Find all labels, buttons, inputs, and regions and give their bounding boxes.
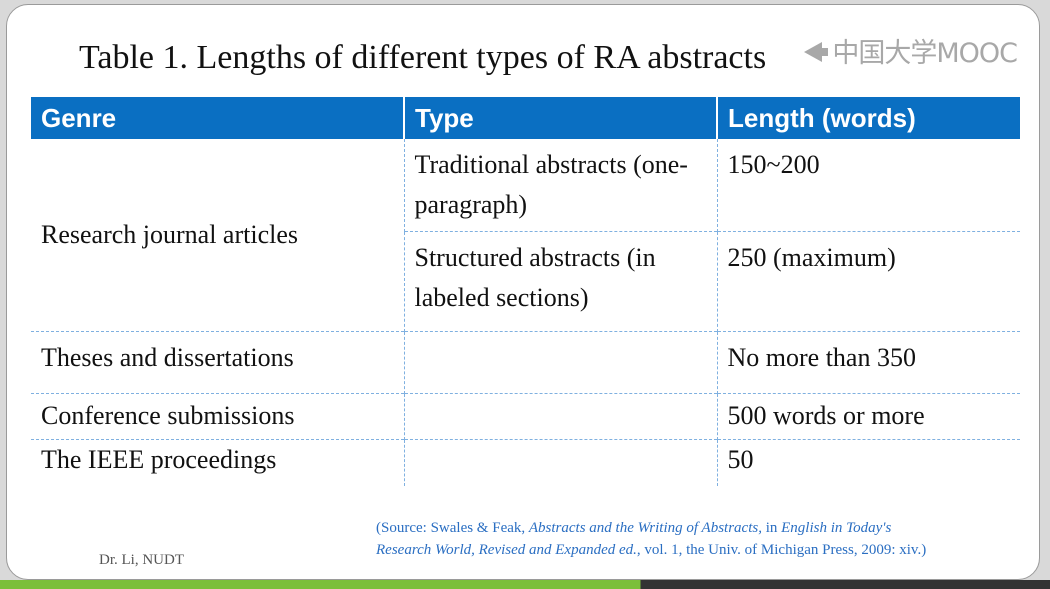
source-citation: (Source: Swales & Feak, Abstracts and th… [376,517,926,561]
cell-length: 50 [716,439,1020,486]
table-row: Conference submissions 500 words or more [31,393,1020,440]
header-length: Length (words) [716,97,1020,139]
author-label: Dr. Li, NUDT [99,552,184,568]
source-series-b: Research World, Revised and Expanded ed. [376,542,637,558]
cell-type [403,331,717,394]
cell-length: 500 words or more [716,393,1020,440]
cell-type: Structured abstracts (in labeled section… [403,231,717,332]
cell-length: 150~200 [716,139,1020,232]
header-type: Type [403,97,717,139]
cell-genre: The IEEE proceedings [31,439,404,486]
table-row: The IEEE proceedings 50 [31,439,1020,486]
cell-length: 250 (maximum) [716,231,1020,332]
slide-title: Table 1. Lengths of different types of R… [79,39,767,76]
source-prefix: (Source: Swales & Feak, [376,520,529,536]
mooc-logo: 中国大学MOOC [804,31,1018,70]
cell-length: No more than 350 [716,331,1020,394]
cell-type [403,393,717,440]
source-book-title: Abstracts and the Writing of Abstracts, [528,520,762,536]
table-row: Structured abstracts (in labeled section… [31,231,1020,332]
source-mid: in [761,520,782,536]
abstract-lengths-table: Genre Type Length (words) Research journ… [31,97,1020,486]
cell-genre: Research journal articles [41,220,298,249]
slide: Table 1. Lengths of different types of R… [6,4,1040,580]
cell-genre: Conference submissions [31,393,404,440]
table-row: Theses and dissertations No more than 35… [31,331,1020,394]
mooc-logo-text: 中国大学MOOC [832,38,1018,69]
table-row: Research journal articles Traditional ab… [31,139,1020,249]
cell-genre: Theses and dissertations [31,331,404,394]
header-genre: Genre [31,97,404,139]
table-header-row: Genre Type Length (words) [31,97,1020,139]
cell-type: Traditional abstracts (one-paragraph) [403,139,717,232]
mooc-logo-icon [804,40,830,62]
video-progress-bar[interactable] [0,580,1050,589]
cell-type [403,439,717,486]
source-rest: , vol. 1, the Univ. of Michigan Press, 2… [636,542,927,558]
source-series-a: English in Today's [781,520,892,536]
